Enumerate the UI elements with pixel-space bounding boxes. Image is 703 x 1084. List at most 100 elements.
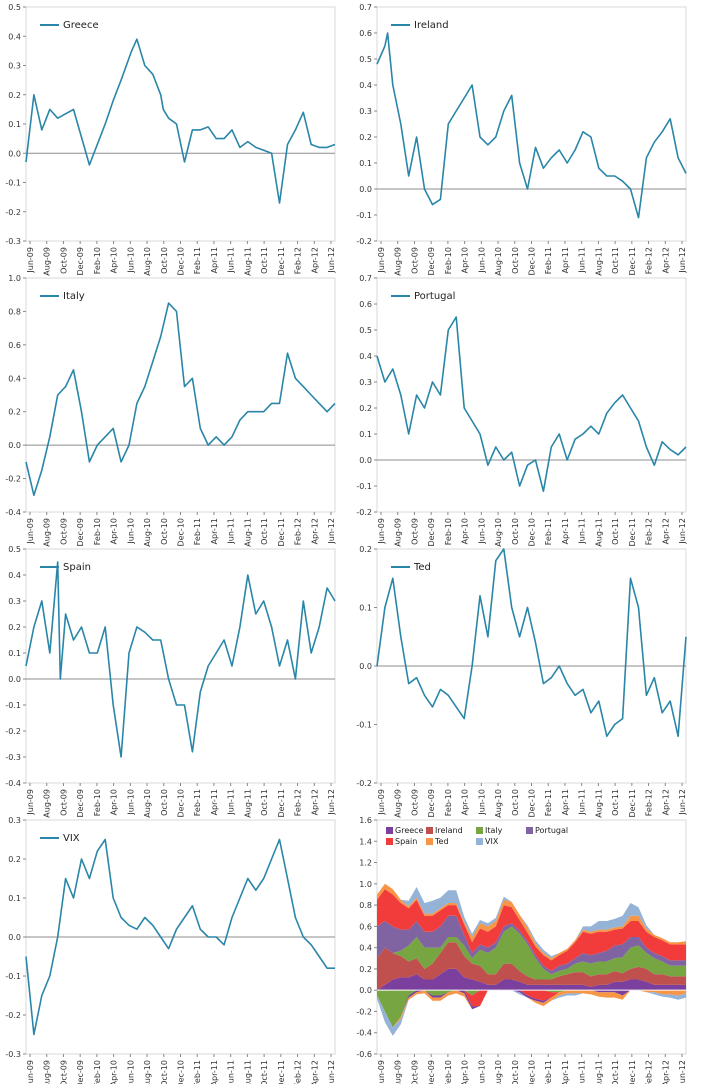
area-negative-spain: [377, 990, 686, 1028]
series-line-italy: [25, 302, 336, 497]
x-tick-label: Feb-11: [544, 789, 553, 816]
x-tick-label: Jun-09: [26, 518, 35, 545]
x-tick-label: Feb-11: [544, 1060, 553, 1084]
chart-greece-svg: -0.3 -0.2 -0.1 0.0 0.1 0.2 0.3 0.4 0.5 Jun-09 Aug-…: [5, 3, 336, 276]
legend-label-vix: VIX: [485, 837, 499, 846]
x-tick-label: Oct-10: [160, 789, 169, 816]
x-tick-label: Feb-11: [544, 518, 553, 545]
legend: Portugal: [391, 291, 455, 302]
series-line-ted: [376, 548, 687, 737]
y-tick-label: 0.4: [359, 81, 372, 90]
x-tick-label: Apr-10: [110, 1060, 119, 1084]
chart-portugal-svg: -0.2 -0.1 0.0 0.1 0.2 0.3 0.4 0.5 0.6 0.7 Jun-09 Au…: [356, 274, 687, 547]
x-tick-label: Oct-11: [611, 518, 620, 545]
y-tick-label: 0.5: [8, 3, 21, 12]
area-positive-vix: [377, 883, 686, 959]
chart-ireland-svg: -0.2 -0.1 0.0 0.1 0.2 0.3 0.4 0.5 0.6 0.7 Jun-09 Au…: [356, 3, 687, 276]
legend-label-spain: Spain: [63, 562, 91, 573]
chart-ted-svg: -0.2 -0.1 0.0 0.1 0.2 Jun-09 Aug-09 Oct-09 Dec-0…: [356, 545, 687, 818]
y-tick-label: -0.4: [5, 508, 21, 517]
x-tick-label: Aug-11: [243, 518, 252, 547]
x-tick-label: Oct-09: [59, 247, 68, 274]
x-tick-label: Jun-11: [578, 1060, 587, 1084]
x-tick-label: Oct-09: [410, 1060, 419, 1084]
y-tick-label: 1.0: [359, 880, 372, 889]
x-tick-label: Apr-12: [310, 1060, 319, 1084]
x-tick-label: Feb-10: [444, 518, 453, 545]
x-tick-label: Oct-11: [260, 247, 269, 274]
legend-swatch-spain: [386, 838, 393, 845]
y-tick-label: -0.1: [5, 179, 21, 188]
x-tick-label: Aug-09: [43, 518, 52, 547]
area-positive-italy: [377, 926, 686, 980]
chart-ireland: -0.2 -0.1 0.0 0.1 0.2 0.3 0.4 0.5 0.6 0.7 Jun-09 Au…: [351, 0, 702, 276]
x-tick-label: Feb-10: [93, 1060, 102, 1084]
y-tick-label: 0.0: [8, 149, 21, 158]
x-tick-label: Jun-10: [126, 1060, 135, 1084]
x-tick-label: Oct-10: [511, 789, 520, 816]
y-tick-label: -0.2: [356, 1007, 372, 1016]
x-tick-label: Aug-11: [594, 247, 603, 276]
x-tick-label: Dec-09: [427, 518, 436, 547]
y-tick-label: 0.5: [8, 545, 21, 554]
y-tick-label: 0.6: [8, 341, 21, 350]
y-tick-label: 0.2: [8, 855, 21, 864]
x-tick-label: Apr-10: [110, 789, 119, 815]
series-line-portugal: [376, 316, 687, 492]
y-tick-label: 0.3: [359, 107, 372, 116]
x-tick-label: Dec-11: [277, 518, 286, 547]
legend: Italy: [40, 291, 85, 302]
x-tick-label: Aug-09: [394, 247, 403, 276]
x-tick-label: Jun-11: [578, 247, 587, 274]
x-tick-label: Jun-12: [678, 518, 687, 545]
legend: Ted: [391, 562, 431, 573]
x-tick-label: Apr-11: [210, 1060, 219, 1084]
x-tick-label: Dec-09: [427, 247, 436, 276]
x-tick-label: Dec-09: [427, 789, 436, 818]
chart-vix-svg: -0.3 -0.2 -0.1 0.0 0.1 0.2 0.3 Jun-09 Aug-09 Oct-…: [5, 816, 336, 1084]
legend: VIX: [40, 833, 80, 844]
x-tick-label: Jun-10: [126, 518, 135, 545]
y-tick-label: 0.0: [8, 933, 21, 942]
y-tick-label: -0.2: [5, 475, 21, 484]
x-tick-label: Apr-10: [110, 247, 119, 273]
x-tick-label: Oct-11: [260, 1060, 269, 1084]
y-tick-label: -0.2: [356, 237, 372, 246]
y-tick-label: -0.3: [5, 237, 21, 246]
x-tick-label: Dec-11: [628, 247, 637, 276]
y-tick-label: 0.2: [8, 408, 21, 417]
x-tick-label: Jun-09: [26, 247, 35, 274]
area-negative-greece: [377, 990, 686, 1028]
y-tick-label: 0.4: [8, 571, 21, 580]
legend-label-greece: Greece: [395, 826, 424, 835]
x-tick-label: Dec-09: [76, 247, 85, 276]
legend: Ireland: [391, 20, 449, 31]
x-tick-label: Feb-12: [645, 1060, 654, 1084]
x-tick-label: Oct-09: [410, 789, 419, 816]
x-tick-label: Dec-10: [528, 1060, 537, 1084]
x-tick-label: Apr-10: [461, 247, 470, 273]
legend-label-ted: Ted: [413, 562, 431, 573]
legend-swatch-ireland: [426, 827, 433, 834]
chart-stacked-svg: -0.6 -0.4 -0.2 0.0 0.2 0.4 0.6 0.8 1.0 1.2 1.4 1.6 J…: [356, 816, 687, 1084]
x-tick-label: Jun-12: [327, 1060, 336, 1084]
y-tick-label: 0.7: [359, 3, 372, 12]
y-tick-label: 0.1: [359, 604, 372, 613]
x-tick-label: Apr-11: [210, 789, 219, 815]
x-tick-label: Apr-10: [461, 1060, 470, 1084]
x-tick-label: Aug-10: [143, 1060, 152, 1084]
y-tick-label: 0.7: [359, 274, 372, 283]
y-tick-label: 0.5: [359, 55, 372, 64]
x-tick-label: Oct-09: [59, 518, 68, 545]
legend-swatch-greece: [386, 827, 393, 834]
x-tick-label: Feb-12: [294, 1060, 303, 1084]
x-tick-label: Feb-12: [645, 518, 654, 545]
y-tick-label: 0.2: [359, 133, 372, 142]
x-tick-label: Jun-12: [327, 247, 336, 274]
y-tick-label: 0.6: [359, 300, 372, 309]
x-tick-label: Oct-09: [59, 789, 68, 816]
x-tick-label: Apr-11: [561, 789, 570, 815]
y-tick-label: -0.2: [356, 779, 372, 788]
x-tick-label: Aug-09: [394, 789, 403, 818]
x-tick-label: Jun-11: [227, 789, 236, 816]
